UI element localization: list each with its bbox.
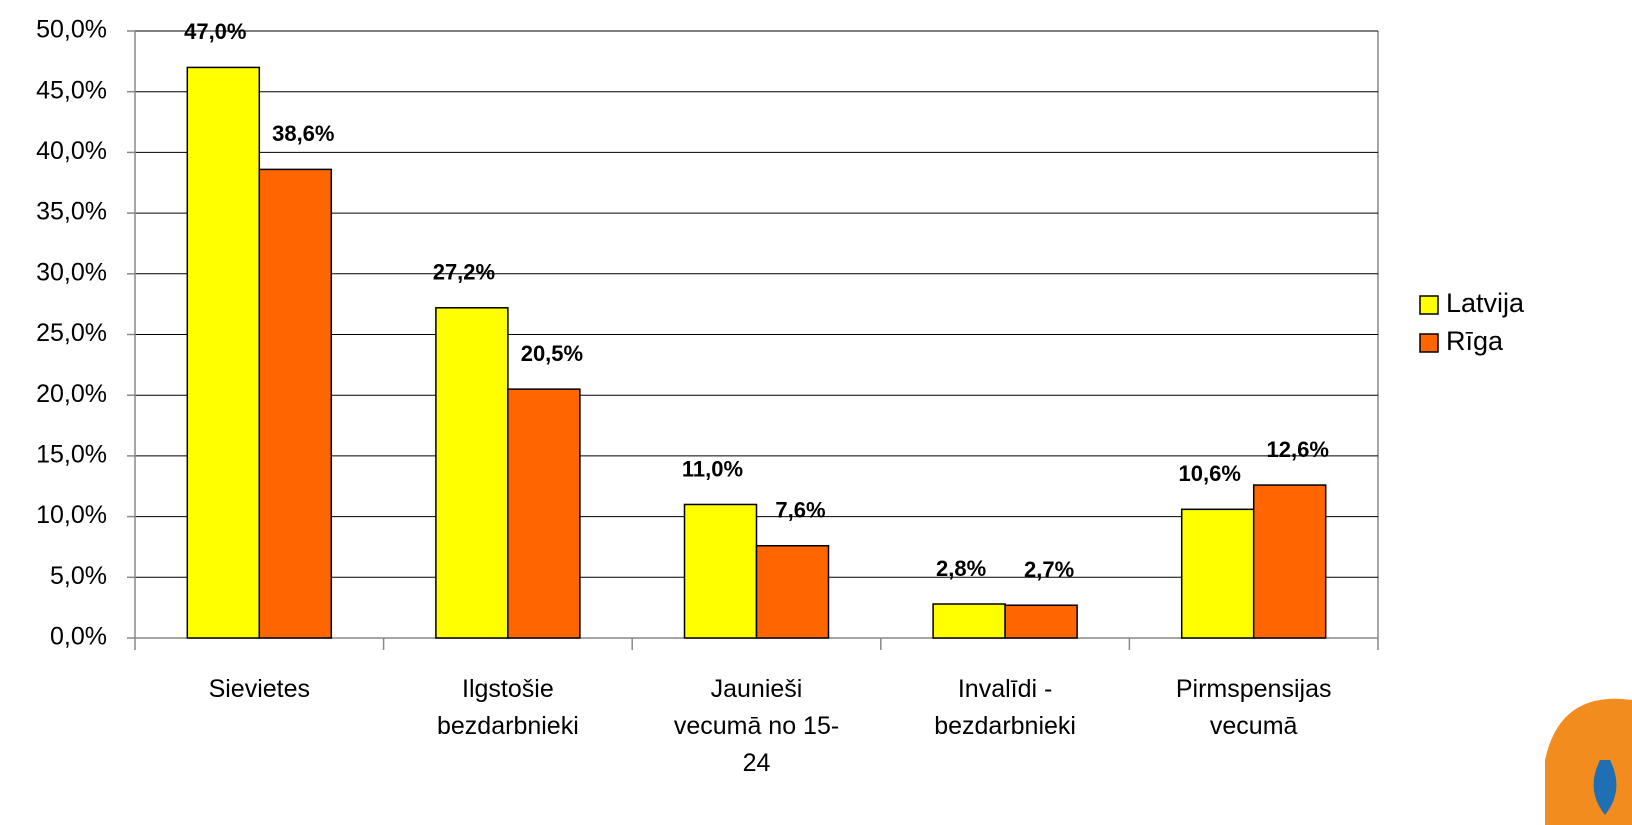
logo-mark [1593, 760, 1617, 815]
bar [1180, 508, 1255, 639]
value-label: 47,0% [184, 19, 246, 44]
y-tick-label: 50,0% [36, 16, 107, 44]
legend-swatch [1419, 295, 1439, 315]
value-label: 7,6% [775, 498, 825, 523]
y-tick-label: 20,0% [36, 380, 107, 408]
bar [258, 168, 333, 639]
value-label: 38,6% [272, 121, 334, 146]
x-tick-label: Invalīdi - bezdarbnieki [934, 675, 1076, 740]
bar [186, 66, 261, 639]
legend-label: Rīga [1446, 326, 1504, 356]
logo [1545, 698, 1632, 825]
value-label: 10,6% [1179, 461, 1241, 486]
bar [932, 603, 1006, 639]
legend-swatch [1419, 333, 1439, 353]
y-tick-label: 5,0% [50, 562, 107, 590]
value-label: 27,2% [433, 260, 495, 285]
y-tick-label: 15,0% [36, 441, 107, 469]
bar [755, 544, 830, 639]
value-label: 2,8% [936, 556, 986, 581]
value-label: 11,0% [682, 456, 743, 481]
bar [683, 503, 758, 639]
y-tick-label: 35,0% [36, 198, 107, 226]
y-tick-label: 40,0% [36, 137, 107, 165]
value-label: 12,6% [1267, 437, 1329, 462]
y-tick-label: 30,0% [36, 258, 107, 286]
y-tick-label: 25,0% [36, 319, 107, 347]
value-label: 20,5% [521, 341, 583, 366]
bar [507, 388, 581, 639]
bar [435, 307, 509, 639]
bar [1252, 484, 1327, 639]
legend-label: Latvija [1446, 288, 1525, 318]
x-tick-label: Jaunieši vecumā no 15-24 [673, 675, 840, 777]
y-tick-label: 0,0% [50, 623, 107, 651]
x-tick-label: Ilgstošie bezdarbnieki [437, 675, 579, 740]
y-tick-label: 10,0% [36, 501, 107, 529]
x-tick-label: Sievietes [208, 675, 311, 703]
x-tick-label: Pirmspensijas vecumā [1175, 675, 1332, 740]
bar [1004, 604, 1078, 639]
y-tick-label: 45,0% [36, 76, 107, 104]
value-label: 2,7% [1024, 557, 1074, 582]
